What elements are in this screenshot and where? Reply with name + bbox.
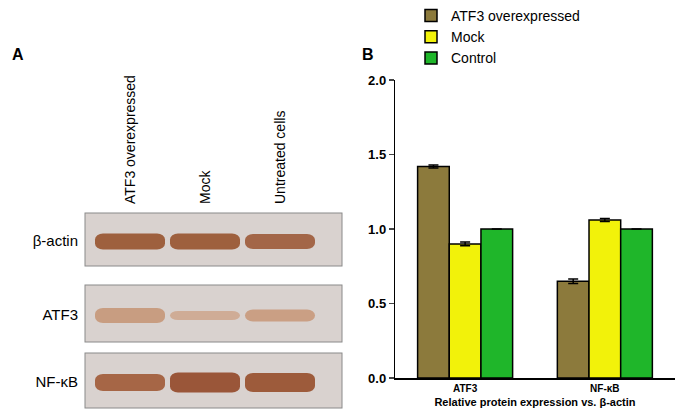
svg-text:ATF3 overexpressed: ATF3 overexpressed bbox=[122, 75, 138, 204]
svg-text:NF-κB: NF-κB bbox=[590, 383, 619, 394]
svg-text:ATF3: ATF3 bbox=[42, 306, 78, 323]
svg-text:0.5: 0.5 bbox=[368, 296, 386, 311]
svg-text:Mock: Mock bbox=[197, 170, 213, 204]
svg-text:Untreated cells: Untreated cells bbox=[272, 111, 288, 204]
svg-text:ATF3: ATF3 bbox=[453, 383, 478, 394]
svg-text:Mock: Mock bbox=[451, 29, 485, 45]
svg-text:2.0: 2.0 bbox=[368, 73, 386, 88]
svg-text:Control: Control bbox=[451, 50, 496, 66]
svg-text:1.5: 1.5 bbox=[368, 147, 386, 162]
svg-text:B: B bbox=[362, 46, 374, 63]
svg-text:ATF3 overexpressed: ATF3 overexpressed bbox=[451, 8, 580, 24]
svg-text:Relative protein expression vs: Relative protein expression vs. β-actin bbox=[434, 396, 635, 408]
svg-text:β-actin: β-actin bbox=[33, 232, 78, 249]
svg-text:1.0: 1.0 bbox=[368, 222, 386, 237]
svg-text:NF-κB: NF-κB bbox=[36, 373, 79, 390]
svg-text:0.0: 0.0 bbox=[368, 371, 386, 386]
svg-text:A: A bbox=[12, 46, 24, 63]
